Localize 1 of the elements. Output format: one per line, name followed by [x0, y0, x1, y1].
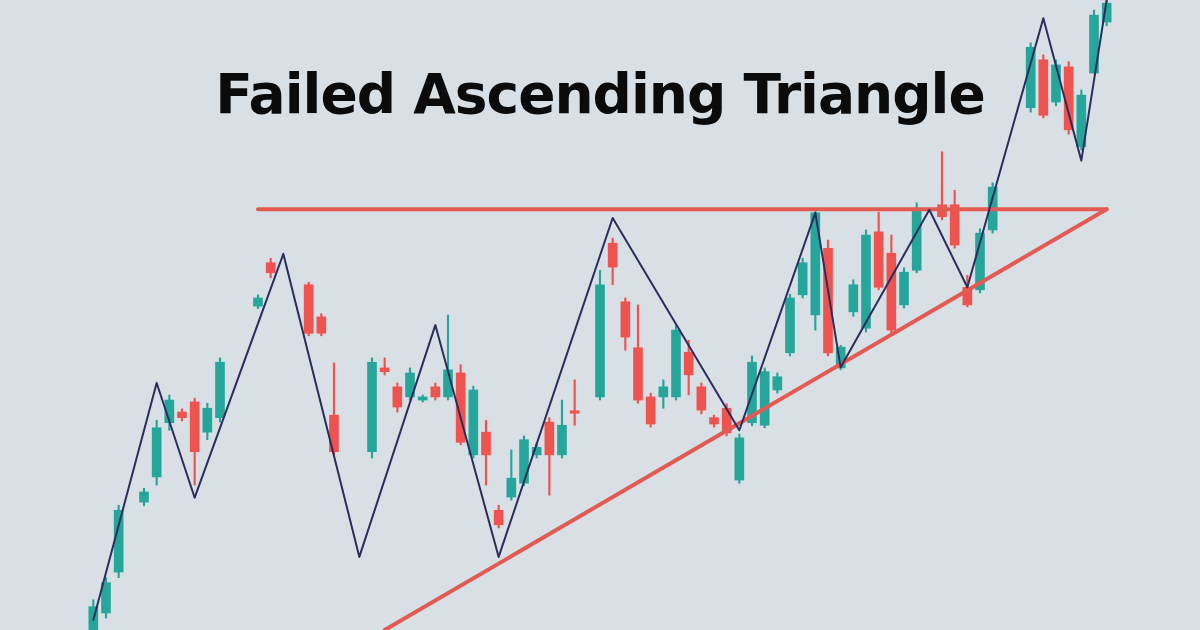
- text: Failed Ascending Triangle: [214, 62, 986, 126]
